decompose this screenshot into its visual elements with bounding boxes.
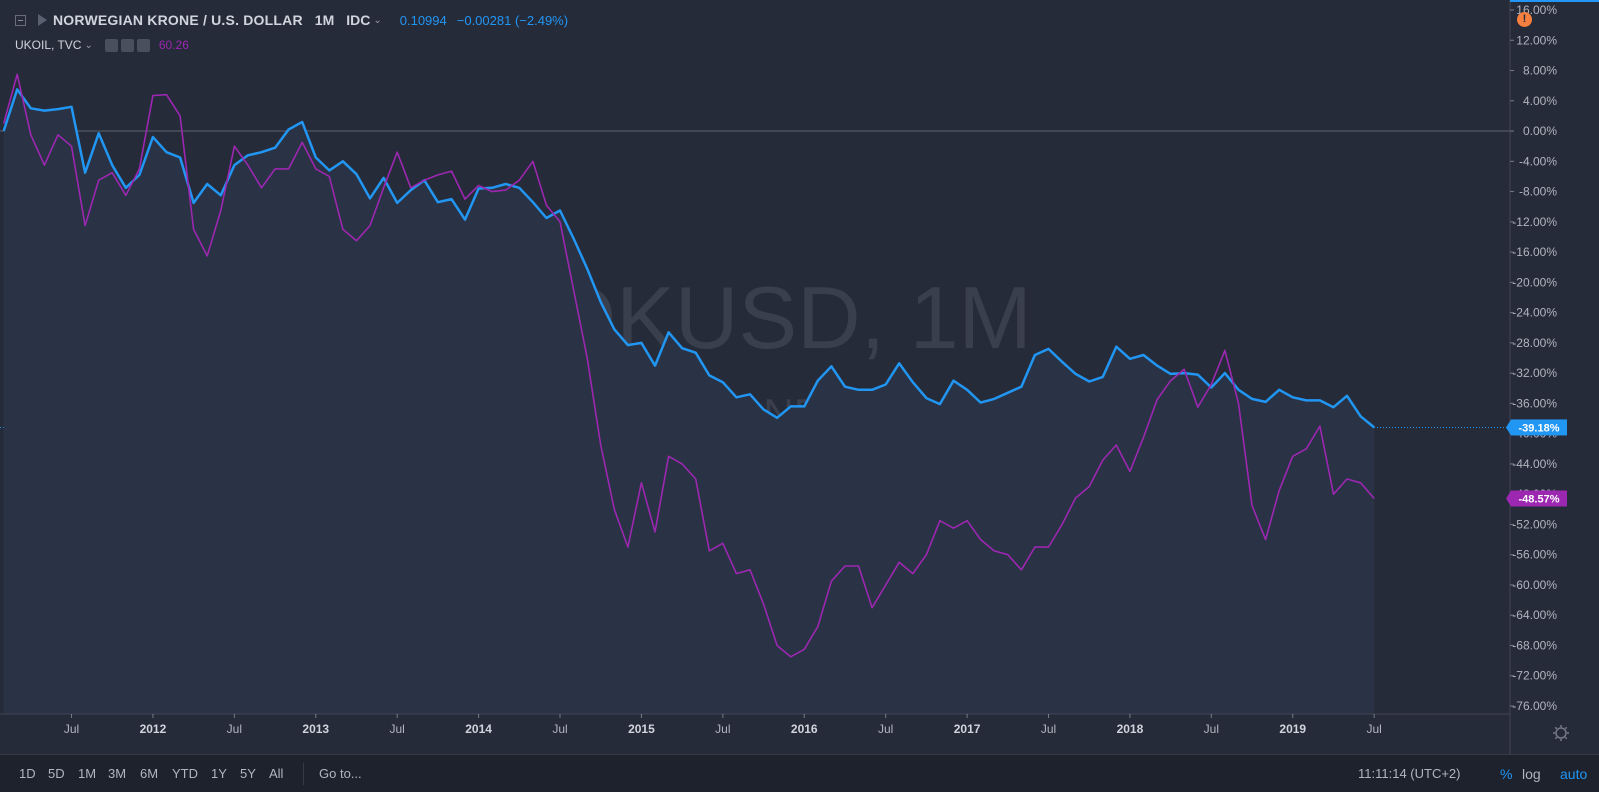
x-tick-label: Jul xyxy=(1366,722,1381,736)
series-area-nok xyxy=(3,89,1375,714)
y-tick-label: -64.00% xyxy=(1512,608,1557,622)
compare-legend: UKOIL, TVC ⌄ 60.26 xyxy=(0,36,189,54)
y-tick-label: -20.00% xyxy=(1512,275,1557,289)
time-axis[interactable]: Jul 2012 Jul 2013 Jul 2014 Jul 2015 Jul 2016 Jul 20… xyxy=(64,714,1382,736)
log-toggle[interactable]: log xyxy=(1522,766,1541,782)
series-line-nokusd xyxy=(2,88,1375,429)
x-tick-label: 2018 xyxy=(1117,722,1144,736)
compare-symbol[interactable]: UKOIL, TVC xyxy=(15,38,82,52)
gear-icon[interactable] xyxy=(120,38,134,52)
timeframe-1y[interactable]: 1Y xyxy=(211,766,227,781)
flag-icon[interactable] xyxy=(38,14,47,26)
price-axis[interactable]: 16.00%12.00%8.00%4.00%0.00%-4.00%-8.00%-… xyxy=(1510,3,1557,713)
last-label-ukoil: -48.57% xyxy=(1519,493,1560,505)
series-line-ukoil xyxy=(2,73,1375,658)
x-tick-label: Jul xyxy=(1041,722,1056,736)
y-tick-label: -44.00% xyxy=(1512,457,1557,471)
timeframe-5d[interactable]: 5D xyxy=(48,766,65,781)
goto-button[interactable]: Go to... xyxy=(319,766,362,781)
timeframe-ytd[interactable]: YTD xyxy=(172,766,198,781)
timeframe-6m[interactable]: 6M xyxy=(140,766,159,781)
settings-icon[interactable] xyxy=(1553,725,1569,741)
y-tick-label: -76.00% xyxy=(1512,699,1557,713)
last-label-bg-nok xyxy=(1511,419,1567,436)
x-tick-label: Jul xyxy=(552,722,567,736)
y-tick-label: -56.00% xyxy=(1512,548,1557,562)
chevron-down-icon[interactable]: ⌄ xyxy=(373,14,382,26)
x-tick-label: Jul xyxy=(715,722,730,736)
compare-actions xyxy=(104,38,153,52)
x-tick-label: 2015 xyxy=(628,722,655,736)
y-tick-label: -28.00% xyxy=(1512,336,1557,350)
x-tick-label: 2014 xyxy=(465,722,492,736)
x-tick-label: 2013 xyxy=(302,722,329,736)
warning-icon[interactable]: ! xyxy=(1517,12,1532,27)
percent-toggle[interactable]: % xyxy=(1500,766,1513,782)
symbol-title[interactable]: NORWEGIAN KRONE / U.S. DOLLAR xyxy=(53,12,303,28)
x-tick-label: Jul xyxy=(227,722,242,736)
bottom-toolbar: 1D 5D 1M 3M 6M YTD 1Y 5Y All Go to... 11… xyxy=(0,754,1599,792)
x-tick-label: Jul xyxy=(878,722,893,736)
x-tick-label: Jul xyxy=(64,722,79,736)
timeframe-1d[interactable]: 1D xyxy=(19,766,36,781)
auto-toggle[interactable]: auto xyxy=(1560,766,1588,782)
timeframe-3m[interactable]: 3M xyxy=(108,766,127,781)
y-tick-label: -52.00% xyxy=(1512,517,1557,531)
main-legend: NORWEGIAN KRONE / U.S. DOLLAR 1M IDC ⌄ 0… xyxy=(0,10,568,30)
chart-area[interactable]: NOKUSD, 1M NORWEGIAN KRONE / U.S. DOLLAR… xyxy=(0,0,1599,754)
x-tick-label: 2017 xyxy=(954,722,981,736)
x-tick-label: 2019 xyxy=(1279,722,1306,736)
toolbar-divider xyxy=(303,763,304,785)
last-value-labels: -39.18% -48.57% xyxy=(1506,419,1567,507)
timeframe-all[interactable]: All xyxy=(269,766,284,781)
last-label-pointer xyxy=(1506,490,1511,507)
series-group xyxy=(2,73,1375,658)
y-tick-label: 12.00% xyxy=(1516,33,1557,47)
clock[interactable]: 11:11:14 (UTC+2) xyxy=(1358,766,1461,781)
x-tick-label: Jul xyxy=(1204,722,1219,736)
area-fill-group xyxy=(3,89,1375,714)
y-tick-label: -4.00% xyxy=(1519,154,1557,168)
last-value: 0.10994 xyxy=(399,12,447,28)
y-tick-label: -24.00% xyxy=(1512,306,1557,320)
x-tick-label: 2012 xyxy=(140,722,167,736)
timeframe-5y[interactable]: 5Y xyxy=(240,766,256,781)
y-tick-label: -60.00% xyxy=(1512,578,1557,592)
collapse-icon[interactable] xyxy=(15,14,26,26)
price-axis-bg[interactable] xyxy=(1510,0,1599,754)
y-tick-label: -8.00% xyxy=(1519,185,1557,199)
change-value: −0.00281 (−2.49%) xyxy=(456,12,569,28)
y-tick-label: -36.00% xyxy=(1512,396,1557,410)
y-tick-label: 4.00% xyxy=(1523,94,1557,108)
x-tick-label: 2016 xyxy=(791,722,818,736)
last-label-pointer xyxy=(1506,419,1511,436)
eye-icon[interactable] xyxy=(104,38,118,52)
chevron-down-icon[interactable]: ⌄ xyxy=(84,39,93,51)
last-label-nok: -39.18% xyxy=(1519,422,1560,434)
y-tick-label: -72.00% xyxy=(1512,669,1557,683)
price-chart[interactable]: NOKUSD, 1M NORWEGIAN KRONE / U.S. DOLLAR… xyxy=(0,0,1599,754)
close-icon[interactable] xyxy=(136,38,150,52)
y-tick-label: -68.00% xyxy=(1512,638,1557,652)
y-tick-label: -16.00% xyxy=(1512,245,1557,259)
compare-value: 60.26 xyxy=(158,38,189,52)
y-tick-label: 0.00% xyxy=(1523,124,1557,138)
y-tick-label: 8.00% xyxy=(1523,64,1557,78)
x-tick-label: Jul xyxy=(390,722,405,736)
y-tick-label: -12.00% xyxy=(1512,215,1557,229)
y-tick-label: -32.00% xyxy=(1512,366,1557,380)
timeframe-1m[interactable]: 1M xyxy=(78,766,97,781)
last-label-bg-ukoil xyxy=(1511,490,1567,507)
interval-label[interactable]: 1M xyxy=(314,12,335,28)
exchange-label[interactable]: IDC xyxy=(346,12,371,28)
